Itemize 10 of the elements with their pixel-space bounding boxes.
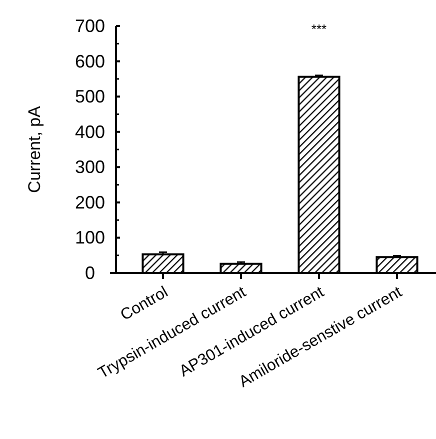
annotation: ***: [311, 21, 327, 36]
y-tick-label: 200: [74, 192, 106, 212]
y-tick-label: 100: [74, 228, 106, 248]
y-tick-label: 600: [74, 51, 106, 72]
y-tick-label: 700: [74, 16, 106, 36]
y-tick-label: 0: [84, 263, 96, 283]
y-tick-label: 300: [74, 157, 106, 178]
y-axis-title: Current, pA: [25, 105, 44, 193]
y-tick-label: 500: [74, 86, 106, 107]
y-tick-label: 400: [74, 122, 106, 142]
